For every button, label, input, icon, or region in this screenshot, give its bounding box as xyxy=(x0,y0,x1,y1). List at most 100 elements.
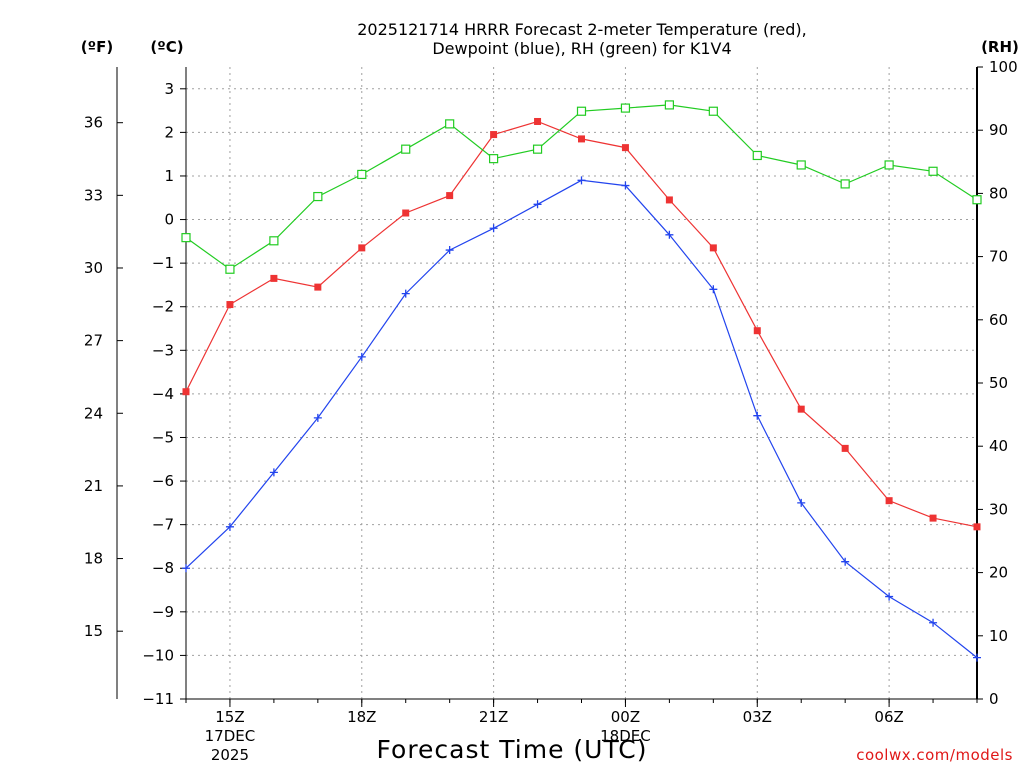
fahrenheit-tick-label: 30 xyxy=(84,259,103,277)
x-tick-year-label: 2025 xyxy=(211,746,249,764)
x-tick-label: 18Z xyxy=(347,708,376,726)
rh-point xyxy=(357,169,367,180)
dewpoint-point xyxy=(709,285,718,294)
rh-point xyxy=(664,100,674,110)
temperature-point xyxy=(929,514,937,522)
temperature-point xyxy=(534,117,542,125)
x-tick-date-label: 18DEC xyxy=(600,727,651,745)
dewpoint-point xyxy=(357,352,366,361)
dewpoint-point xyxy=(885,592,894,601)
rh-tick-label: 10 xyxy=(989,627,1008,645)
celsius-tick-label: −11 xyxy=(142,690,174,708)
rh-point xyxy=(313,191,323,202)
dewpoint-point xyxy=(929,618,938,627)
dewpoint-point xyxy=(445,246,454,255)
rh-tick-label: 90 xyxy=(989,121,1008,139)
rh-tick-label: 100 xyxy=(989,58,1018,76)
fahrenheit-tick-label: 36 xyxy=(84,114,103,132)
rh-series-line xyxy=(185,104,978,270)
temperature-point xyxy=(446,192,454,200)
rh-tick-label: 40 xyxy=(989,437,1008,455)
dewpoint-point xyxy=(665,230,674,239)
rh-point xyxy=(884,160,894,170)
fahrenheit-tick-label: 33 xyxy=(84,186,103,204)
dewpoint-point xyxy=(313,413,322,422)
rh-point xyxy=(796,160,806,170)
temperature-point xyxy=(358,244,366,252)
celsius-tick-label: −1 xyxy=(152,254,174,272)
celsius-tick-label: −6 xyxy=(152,472,174,490)
temperature-point xyxy=(709,244,717,252)
x-tick-label: 00Z xyxy=(611,708,640,726)
temperature-point xyxy=(490,131,498,139)
fahrenheit-tick-label: 18 xyxy=(84,550,103,568)
rh-point xyxy=(269,236,279,246)
fahrenheit-axis-label: (ºF) xyxy=(81,38,113,56)
celsius-axis-label: (ºC) xyxy=(150,38,183,56)
dewpoint-point xyxy=(797,498,806,507)
fahrenheit-tick-label: 21 xyxy=(84,477,103,495)
rh-point xyxy=(576,106,587,116)
dewpoint-point xyxy=(225,522,234,531)
dewpoint-point xyxy=(533,200,542,209)
celsius-tick-label: −10 xyxy=(142,646,174,664)
fahrenheit-tick-label: 24 xyxy=(84,404,103,422)
celsius-tick-label: −2 xyxy=(152,298,174,316)
rh-point xyxy=(928,166,938,176)
dewpoint-point xyxy=(489,224,498,233)
dewpoint-point xyxy=(841,557,850,566)
celsius-tick-label: −5 xyxy=(152,428,174,446)
rh-point xyxy=(181,233,191,243)
temperature-point xyxy=(621,144,629,152)
temperature-point xyxy=(270,274,278,282)
celsius-tick-label: 2 xyxy=(164,123,174,141)
rh-axis-label: (RH) xyxy=(981,38,1019,56)
dewpoint-point xyxy=(973,653,981,662)
dewpoint-point xyxy=(577,176,586,185)
x-tick-label: 06Z xyxy=(874,708,903,726)
dewpoint-point xyxy=(401,289,410,298)
rh-tick-label: 20 xyxy=(989,564,1008,582)
celsius-tick-label: 1 xyxy=(164,167,174,185)
dewpoint-point xyxy=(753,411,762,420)
dewpoint-point xyxy=(182,564,190,573)
temperature-point xyxy=(314,283,322,291)
rh-point xyxy=(489,154,499,164)
x-tick-label: 03Z xyxy=(743,708,772,726)
rh-point xyxy=(225,264,235,274)
x-tick-date-label: 17DEC xyxy=(205,727,256,745)
temperature-point xyxy=(578,135,585,143)
celsius-tick-label: −4 xyxy=(152,385,174,403)
temperature-point xyxy=(797,405,805,413)
temperature-point xyxy=(665,196,673,204)
rh-point xyxy=(972,195,982,205)
fahrenheit-tick-label: 15 xyxy=(84,622,103,640)
rh-point xyxy=(708,106,718,116)
celsius-tick-label: 0 xyxy=(164,211,174,229)
temperature-point xyxy=(973,523,981,531)
rh-tick-label: 60 xyxy=(989,311,1008,329)
temperature-point xyxy=(402,209,410,217)
fahrenheit-tick-label: 27 xyxy=(84,332,103,350)
x-tick-label: 15Z xyxy=(215,708,244,726)
celsius-tick-label: −7 xyxy=(152,516,174,534)
chart-title-line1: 2025121714 HRRR Forecast 2-meter Tempera… xyxy=(357,20,807,39)
rh-tick-label: 30 xyxy=(989,500,1008,518)
dewpoint-point xyxy=(269,468,278,477)
x-tick-label: 21Z xyxy=(479,708,508,726)
dewpoint-series-line xyxy=(185,179,978,659)
celsius-tick-label: −9 xyxy=(152,603,174,621)
rh-point xyxy=(752,150,762,161)
celsius-tick-label: −8 xyxy=(152,559,174,577)
celsius-tick-label: −3 xyxy=(152,341,174,359)
x-axis-title: Forecast Time (UTC) xyxy=(377,735,648,764)
dewpoint-point xyxy=(621,181,630,190)
temperature-point xyxy=(753,327,761,335)
rh-tick-label: 0 xyxy=(989,690,999,708)
temperature-point xyxy=(885,497,893,505)
rh-tick-label: 80 xyxy=(989,184,1008,202)
rh-point xyxy=(620,103,631,113)
chart-title-line2: Dewpoint (blue), RH (green) for K1V4 xyxy=(432,39,731,58)
credit-text: coolwx.com/models xyxy=(856,746,1013,764)
